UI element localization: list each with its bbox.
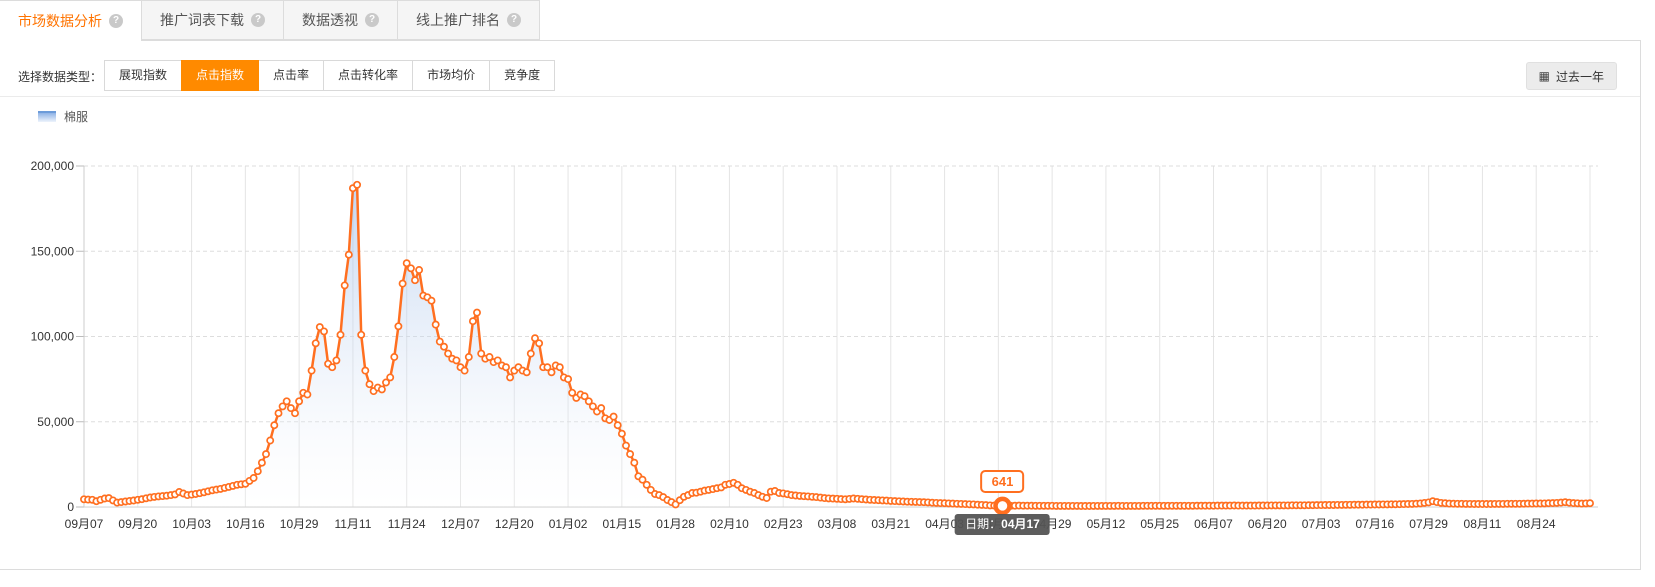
x-tick-label: 11月11	[334, 517, 371, 531]
chart-legend[interactable]: 棉服	[38, 108, 88, 125]
y-tick-label: 50,000	[37, 415, 74, 429]
data-type-button-click-conversion-rate[interactable]: 点击转化率	[323, 60, 414, 91]
calendar-icon	[1539, 70, 1550, 82]
help-icon[interactable]	[507, 13, 521, 27]
x-tick-label: 09月07	[65, 517, 104, 531]
vertical-gridlines	[83, 166, 1591, 507]
tab-promo-wordlist-download[interactable]: 推广词表下载	[141, 0, 284, 40]
legend-swatch	[38, 111, 56, 122]
x-tick-label: 05月12	[1087, 517, 1126, 531]
date-range-button[interactable]: 过去一年	[1525, 62, 1617, 90]
y-tick-label: 150,000	[31, 244, 75, 258]
x-tick-label: 01月15	[603, 517, 642, 531]
x-tick-label: 02月10	[710, 517, 749, 531]
x-tick-label: 11月24	[388, 517, 426, 531]
x-tick-label: 02月23	[764, 517, 803, 531]
filter-row-divider	[0, 96, 1640, 97]
x-tick-label: 03月08	[818, 517, 857, 531]
help-icon[interactable]	[365, 13, 379, 27]
help-icon[interactable]	[251, 13, 265, 27]
y-tick-label: 0	[67, 500, 74, 514]
panel-border	[0, 569, 1641, 570]
y-tick-label: 200,000	[31, 159, 75, 173]
data-type-button-group: 展现指数 点击指数 点击率 点击转化率 市场均价 竞争度	[104, 60, 556, 91]
x-tick-label: 07月29	[1409, 517, 1448, 531]
x-tick-label: 12月20	[495, 517, 534, 531]
data-type-button-impression-index[interactable]: 展现指数	[104, 60, 183, 91]
panel-border	[1640, 40, 1641, 570]
date-range-label: 过去一年	[1555, 69, 1604, 84]
x-tick-label: 07月03	[1302, 517, 1341, 531]
data-type-button-market-avg-price[interactable]: 市场均价	[412, 60, 491, 91]
x-tick-label: 04月03	[925, 517, 964, 531]
tab-data-pivot[interactable]: 数据透视	[283, 0, 398, 40]
tabbar-bottom-border	[0, 40, 1640, 41]
tab-market-data-analysis[interactable]: 市场数据分析	[0, 0, 142, 41]
data-type-button-competition[interactable]: 竞争度	[489, 60, 556, 91]
data-type-select-label: 选择数据类型：	[18, 70, 103, 84]
x-tick-label: 06月20	[1248, 517, 1287, 531]
tab-label: 推广词表下载	[160, 12, 244, 28]
tab-online-promo-ranking[interactable]: 线上推广排名	[397, 0, 540, 40]
x-tick-labels: 09月07 09月20 10月03 10月16 10月29 11月11 11月24 12月07…	[65, 517, 1556, 531]
series-area	[84, 184, 1590, 508]
hover-date-tooltip: 日期：04月17	[955, 514, 1050, 535]
x-tick-label: 10月03	[172, 517, 211, 531]
highlighted-point	[993, 496, 1012, 516]
legend-label: 棉服	[64, 110, 89, 124]
data-type-button-click-rate[interactable]: 点击率	[258, 60, 325, 91]
x-tick-label: 12月07	[441, 517, 480, 531]
x-tick-label: 06月07	[1194, 517, 1233, 531]
x-tick-label: 09月20	[118, 517, 157, 531]
tab-label: 市场数据分析	[18, 13, 102, 29]
x-tick-label: 05月25	[1140, 517, 1179, 531]
x-tick-label: 07月16	[1356, 517, 1395, 531]
x-tick-label: 10月16	[226, 517, 265, 531]
hover-value-tooltip: 641	[980, 469, 1025, 493]
x-tick-label: 01月02	[549, 517, 588, 531]
series-markers	[80, 180, 1594, 510]
help-icon[interactable]	[109, 14, 123, 28]
y-tick-label: 100,000	[31, 330, 75, 344]
x-tick-label: 08月24	[1517, 517, 1556, 531]
data-type-button-click-index[interactable]: 点击指数	[181, 60, 260, 91]
tab-label: 线上推广排名	[416, 12, 500, 28]
tabbar: 市场数据分析 推广词表下载 数据透视 线上推广排名	[0, 0, 540, 41]
x-tick-label: 08月11	[1464, 517, 1502, 531]
x-tick-label: 01月28	[656, 517, 695, 531]
x-tick-label: 03月21	[871, 517, 910, 531]
tab-label: 数据透视	[302, 12, 358, 28]
x-tick-label: 10月29	[280, 517, 319, 531]
